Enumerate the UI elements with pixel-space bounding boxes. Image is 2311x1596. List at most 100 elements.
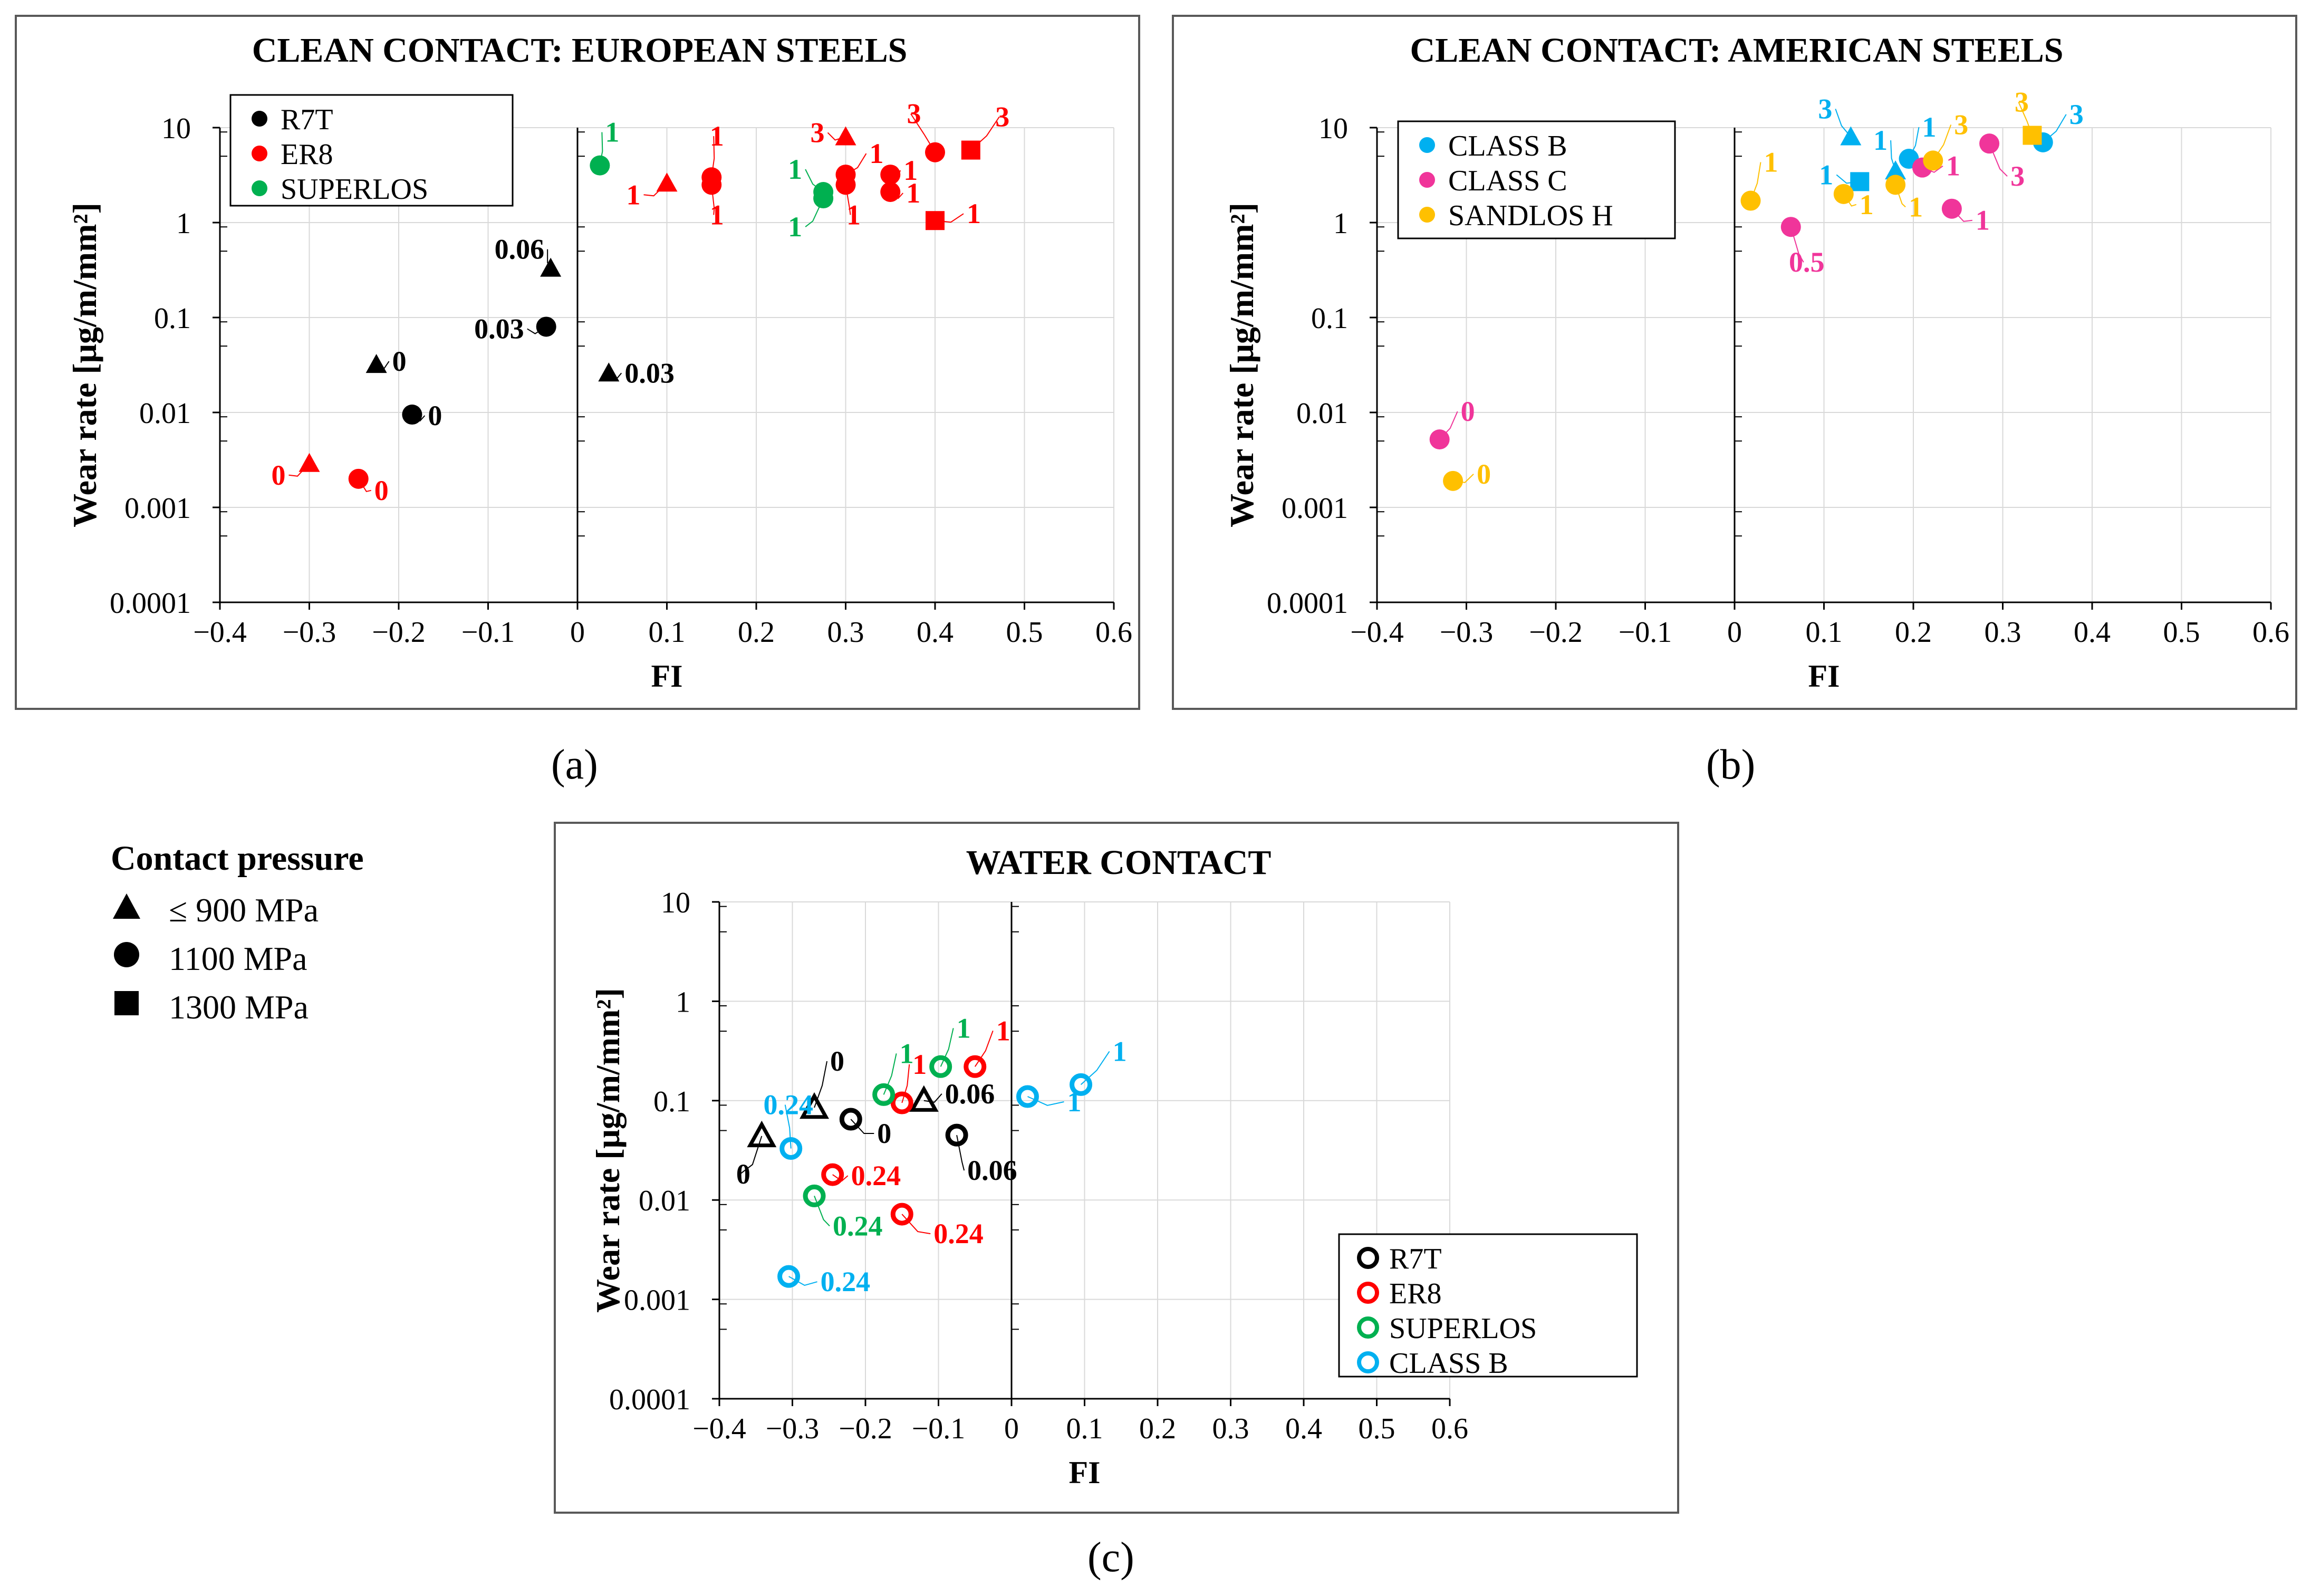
caption-a: (a) [551, 742, 598, 788]
x-tick-label: −0.2 [1529, 616, 1583, 649]
x-tick-label: 0.1 [1806, 616, 1843, 649]
data-point-triangle [835, 126, 856, 146]
y-tick-label: 10 [1318, 112, 1348, 145]
data-label: 0.06 [967, 1155, 1017, 1186]
y-tick-label: 0.1 [1311, 302, 1348, 335]
data-point-triangle [747, 1120, 777, 1148]
label-leader [890, 170, 901, 179]
pressure-label-1300: 1300 MPa [169, 988, 309, 1026]
data-point-circle [779, 1137, 803, 1160]
pressure-item-1300: 1300 MPa [111, 983, 364, 1032]
x-tick-label: −0.2 [839, 1412, 892, 1445]
label-leader [643, 182, 668, 197]
label-leader [814, 1061, 828, 1108]
x-tick-label: 0.6 [1431, 1412, 1468, 1445]
data-label: 1 [1873, 124, 1888, 156]
data-label: 1 [605, 117, 619, 148]
data-label: 0.24 [851, 1160, 901, 1191]
x-tick-label: 0.1 [1066, 1412, 1103, 1445]
legend-label: SANDLOS H [1448, 199, 1613, 232]
data-label: 1 [957, 1012, 971, 1044]
data-label: 0.24 [821, 1266, 871, 1297]
caption-c: (c) [1087, 1534, 1134, 1581]
label-leader [956, 1134, 965, 1171]
data-label: 0 [1477, 458, 1491, 490]
x-tick-label: 0.1 [649, 616, 686, 649]
legend-label: ER8 [1389, 1277, 1442, 1310]
label-leader [1452, 474, 1474, 483]
data-point-circle [1443, 470, 1463, 491]
data-label: 1 [967, 198, 981, 229]
data-point-circle [890, 1203, 913, 1226]
label-leader [805, 198, 824, 227]
data-point-circle [872, 1083, 895, 1106]
y-tick-label: 0.1 [154, 302, 191, 335]
data-label: 0.03 [474, 313, 524, 344]
data-point-circle [1016, 1085, 1039, 1108]
data-label: 3 [2069, 99, 2084, 130]
data-label: 1 [870, 138, 884, 169]
legend-label: CLASS B [1389, 1347, 1508, 1380]
label-leader [1836, 174, 1860, 184]
legend-marker [252, 111, 267, 127]
data-label: 0 [830, 1045, 844, 1077]
x-tick-label: 0.2 [738, 616, 775, 649]
legend-marker [252, 180, 267, 196]
data-label: 1 [996, 1015, 1010, 1046]
data-label: 0 [1461, 396, 1475, 427]
label-leader [1908, 127, 1920, 159]
data-label: 0.24 [763, 1089, 813, 1121]
y-tick-label: 1 [176, 207, 191, 240]
legend-label: R7T [1389, 1243, 1442, 1275]
data-label: 0 [272, 459, 286, 491]
y-tick-label: 0.001 [124, 492, 191, 525]
x-tick-label: 0.4 [1285, 1412, 1322, 1445]
pressure-item-900: ≤ 900 MPa [111, 886, 364, 935]
triangle-icon [113, 893, 140, 919]
x-tick-label: 0 [1727, 616, 1742, 649]
chart-title: WATER CONTACT [966, 843, 1272, 882]
data-label: 1 [788, 153, 802, 185]
label-leader [827, 132, 846, 141]
label-leader [608, 372, 622, 380]
label-leader [883, 1053, 897, 1095]
data-label: 1 [900, 1037, 914, 1069]
label-leader [901, 1214, 931, 1235]
legend-marker [1357, 1282, 1379, 1304]
label-leader [1790, 226, 1804, 263]
data-label: 1 [1819, 159, 1833, 190]
label-leader [845, 185, 851, 215]
y-tick-label: 0.001 [1282, 492, 1348, 525]
x-tick-label: −0.4 [1350, 616, 1404, 649]
data-point-circle [1070, 1073, 1093, 1096]
y-tick-label: 10 [161, 112, 191, 145]
circle-icon [114, 942, 139, 967]
data-label: 3 [907, 98, 921, 130]
x-axis-label: FI [1808, 659, 1840, 694]
chart-title: CLEAN CONTACT: AMERICAN STEELS [1410, 31, 2064, 70]
legend-marker [252, 146, 267, 161]
data-label: 0.24 [833, 1210, 883, 1242]
label-leader [910, 113, 936, 153]
x-tick-label: −0.1 [461, 616, 515, 649]
x-tick-label: −0.4 [692, 1412, 746, 1445]
x-tick-label: 0.5 [1359, 1412, 1395, 1445]
legend-marker [1419, 137, 1435, 153]
y-axis-label: Wear rate [μg/m/mm²] [589, 988, 627, 1313]
x-tick-label: 0 [570, 616, 585, 649]
x-tick-label: −0.1 [912, 1412, 966, 1445]
x-tick-label: 0.3 [1212, 1412, 1249, 1445]
x-tick-label: −0.4 [193, 616, 247, 649]
legend-box [229, 94, 514, 207]
data-point-triangle [656, 172, 678, 192]
data-label: 1 [846, 199, 861, 230]
label-leader [1835, 109, 1852, 138]
label-leader [1989, 143, 2008, 177]
label-leader [1080, 1051, 1110, 1085]
label-leader [923, 1093, 942, 1103]
label-leader [970, 117, 1000, 151]
data-label: 3 [2010, 160, 2025, 192]
y-tick-label: 0.0001 [1267, 587, 1348, 620]
contact-pressure-title: Contact pressure [111, 839, 364, 878]
data-label: 3 [995, 101, 1009, 133]
